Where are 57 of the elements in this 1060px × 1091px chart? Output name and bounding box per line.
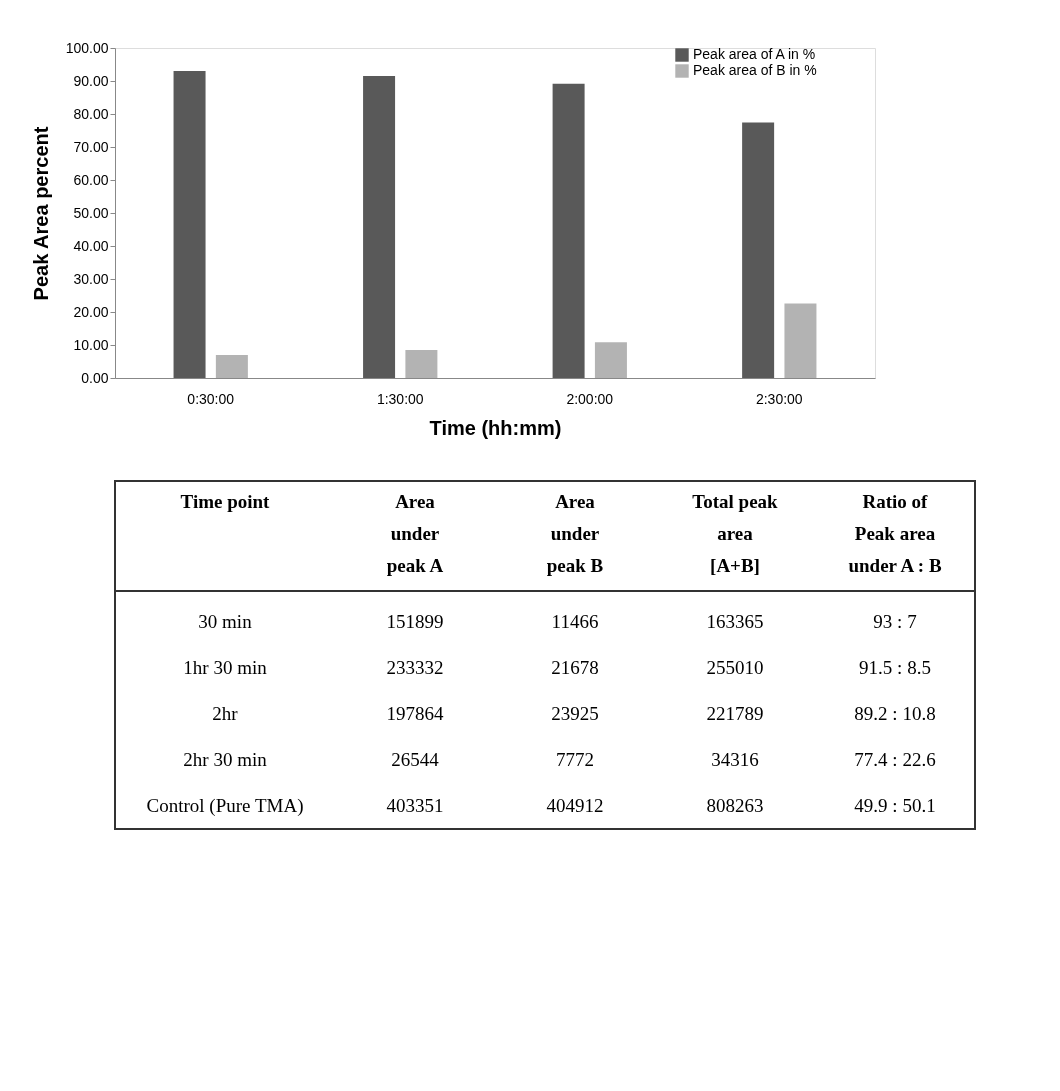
category-label: Area under peak A xyxy=(386,491,444,576)
text: 404912 xyxy=(546,795,604,816)
legend-label: Peak area of B in % xyxy=(693,62,817,78)
category-label: Time point xyxy=(180,491,271,512)
y-tick-label: 100.00 xyxy=(65,39,109,56)
text: 163365 xyxy=(706,611,764,632)
y-tick-label: 0.00 xyxy=(81,369,109,386)
x-axis-title: Time (hh:mm) xyxy=(429,416,562,439)
category-label: 2hr 30 min xyxy=(183,749,267,770)
y-tick-label: 80.00 xyxy=(73,105,109,122)
y-tick-label: 70.00 xyxy=(73,138,109,155)
text: 34316 xyxy=(711,749,759,770)
bar xyxy=(363,76,396,378)
text: 77.4 : 22.6 xyxy=(854,749,936,770)
text: 808263 xyxy=(706,795,764,816)
text: 93 : 7 xyxy=(873,611,917,632)
text: 255010 xyxy=(706,657,764,678)
category-label: 2hr xyxy=(212,703,238,724)
category-label: Control (Pure TMA) xyxy=(146,795,304,816)
x-tick-label: 2:30:00 xyxy=(755,390,803,407)
y-axis-title: Peak Area percent xyxy=(29,126,52,301)
y-tick-label: 10.00 xyxy=(73,336,109,353)
text: 49.9 : 50.1 xyxy=(854,795,936,816)
y-tick-label: 20.00 xyxy=(73,303,109,320)
bar xyxy=(552,83,585,378)
text: 26544 xyxy=(391,749,439,770)
bar xyxy=(594,342,627,378)
y-tick-label: 90.00 xyxy=(73,72,109,89)
y-tick-label: 30.00 xyxy=(73,270,109,287)
text: 91.5 : 8.5 xyxy=(859,657,931,678)
bar xyxy=(784,303,817,378)
bar xyxy=(215,354,248,378)
bar xyxy=(405,349,438,378)
bar xyxy=(173,71,206,378)
category-label: Ratio of Peak area under A : B xyxy=(848,491,942,576)
text: 21678 xyxy=(551,657,599,678)
text: 233332 xyxy=(386,657,444,678)
category-label: 1hr 30 min xyxy=(183,657,267,678)
text: 197864 xyxy=(386,703,444,724)
x-tick-label: 0:30:00 xyxy=(187,390,235,407)
category-label: Area under peak B xyxy=(546,491,604,576)
y-tick-label: 50.00 xyxy=(73,204,109,221)
y-tick-label: 40.00 xyxy=(73,237,109,254)
category-label: 30 min xyxy=(198,611,252,632)
y-tick-label: 60.00 xyxy=(73,171,109,188)
text: 7772 xyxy=(556,749,594,770)
x-tick-label: 1:30:00 xyxy=(376,390,424,407)
x-tick-label: 2:00:00 xyxy=(566,390,614,407)
text: 23925 xyxy=(551,703,599,724)
category-label: Total peak area [A+B] xyxy=(692,491,779,576)
legend-label: Peak area of A in % xyxy=(693,46,816,62)
text: 151899 xyxy=(386,611,444,632)
text: 221789 xyxy=(706,703,764,724)
text: 403351 xyxy=(386,795,444,816)
text: 89.2 : 10.8 xyxy=(854,703,936,724)
text: 11466 xyxy=(551,611,599,632)
bar xyxy=(742,122,775,378)
